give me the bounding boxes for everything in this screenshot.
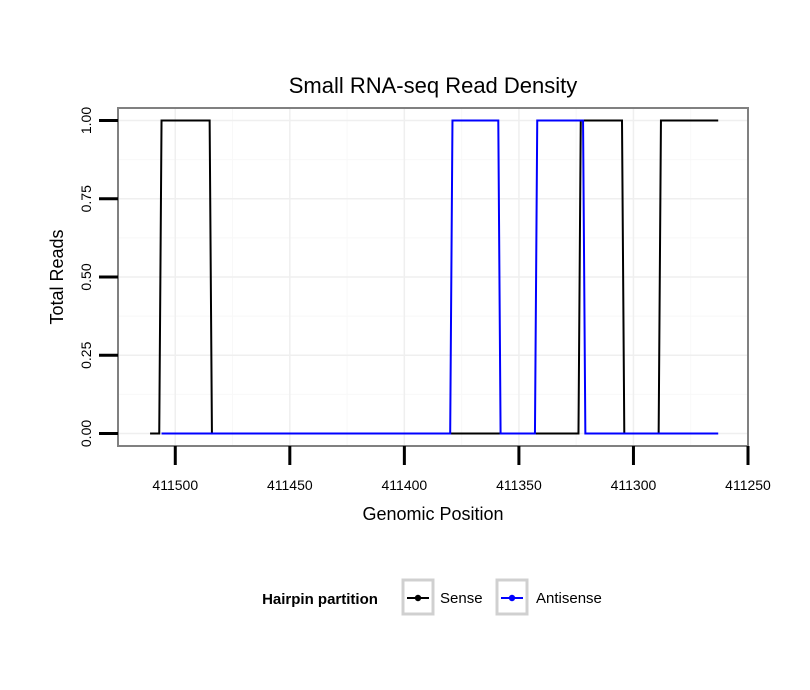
x-axis-tick-label: 411300	[611, 477, 657, 493]
x-axis-title: Genomic Position	[362, 504, 503, 524]
legend: Hairpin partition Sense Antisense	[262, 578, 602, 616]
legend-item-antisense: Antisense	[495, 578, 602, 616]
y-axis-tick-label: 0.50	[78, 263, 94, 290]
x-axis-tick-label: 411400	[382, 477, 428, 493]
x-axis-tick-label: 411350	[496, 477, 542, 493]
x-axis-tick-label: 411250	[725, 477, 771, 493]
chart-title: Small RNA-seq Read Density	[289, 73, 578, 98]
y-axis-tick-label: 1.00	[78, 107, 94, 134]
legend-item-sense: Sense	[401, 578, 483, 616]
x-axis-tick-label: 411450	[267, 477, 313, 493]
y-axis-tick-label: 0.75	[78, 185, 94, 212]
legend-point-sense	[414, 594, 422, 602]
x-axis: 411500 411450 411400 411350 411300 411250	[152, 446, 771, 493]
legend-label-sense: Sense	[440, 590, 483, 607]
series-lines	[150, 119, 719, 435]
legend-title: Hairpin partition	[262, 591, 378, 608]
legend-point-antisense	[508, 594, 516, 602]
y-axis-tick-label: 0.25	[78, 341, 94, 368]
legend-label-antisense: Antisense	[536, 590, 602, 607]
y-axis-title: Total Reads	[47, 229, 67, 324]
x-axis-tick-label: 411500	[152, 477, 198, 493]
sense-series-line	[150, 119, 719, 435]
y-axis-tick-label: 0.00	[78, 420, 94, 447]
y-axis: 0.00 0.25 0.50 0.75 1.00	[78, 107, 118, 447]
antisense-series-line	[161, 119, 719, 435]
